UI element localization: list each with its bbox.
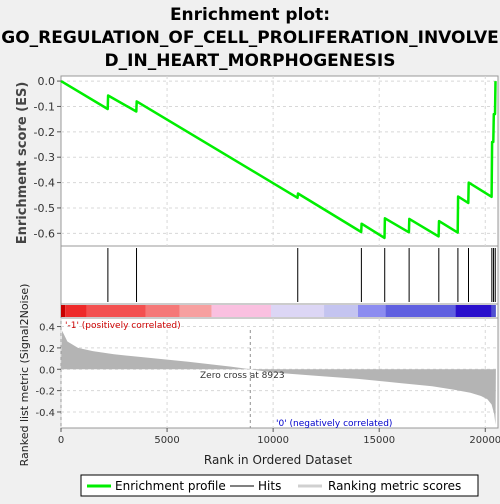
es-axis-label: Enrichment score (ES) [15,82,30,245]
title-line-2: GO_REGULATION_OF_CELL_PROLIFERATION_INVO… [1,28,499,48]
legend-box [80,474,479,497]
es-y-axis: 0.0 -0.1 -0.2 -0.3 -0.4 -0.5 -0.6 [34,75,61,240]
es-panel [60,75,499,247]
legend: Enrichment profile Hits Ranking metric s… [80,474,479,497]
metric-tick-label: 0.0 [39,365,55,376]
legend-metric-label: Ranking metric scores [328,479,461,493]
legend-hits-label: Hits [258,479,281,493]
enrichment-line-group [60,80,497,240]
es-gridlines [61,76,498,246]
x-tick-label: 15000 [363,435,395,446]
colorbar-segment [357,305,386,317]
metric-tick-label: -0.2 [35,387,55,398]
colorbar-segment [324,305,358,317]
colorbar-group [61,305,496,317]
x-tick-label: 5000 [154,435,179,446]
zero-cross-label: Zero cross at 8923 [200,371,285,381]
hits-group [107,248,496,302]
colorbar-segment [455,305,492,317]
positive-correlation-label: '-1' (positively correlated) [65,321,181,331]
metric-tick-label: 0.2 [39,344,55,355]
es-tick-label: -0.2 [34,126,55,139]
x-axis: 0 5000 10000 15000 20000 [58,428,500,446]
colorbar-segment [211,305,272,317]
colorbar-segment [61,305,66,317]
colorbar-segment [385,305,456,317]
metric-area-group [61,330,496,428]
metric-tick-label: -0.4 [35,408,55,419]
metric-axis-label: Ranked list metric (Signal2Noise) [18,284,31,467]
title-line-3: D_IN_HEART_MORPHOGENESIS [105,51,396,71]
x-tick-label: 10000 [257,435,289,446]
colorbar-segment [86,305,146,317]
colorbar-segment [65,305,87,317]
metric-y-axis: 0.4 0.2 0.0 -0.2 -0.4 [35,323,61,419]
es-tick-label: -0.1 [34,100,55,113]
enrichment-profile-line [60,80,497,240]
legend-enrichment-label: Enrichment profile [115,479,226,493]
x-tick-label: 0 [58,435,64,446]
colorbar-segment [145,305,180,317]
title-line-1: Enrichment plot: [170,5,330,25]
metric-tick-label: 0.4 [39,323,55,334]
es-tick-label: 0.0 [38,75,56,88]
negative-correlation-label: '0' (negatively correlated) [276,419,392,429]
es-tick-label: -0.6 [34,227,55,240]
es-tick-label: -0.3 [34,151,55,164]
x-axis-label: Rank in Ordered Dataset [204,453,352,467]
hits-panel [60,245,499,305]
es-tick-label: -0.5 [34,202,55,215]
colorbar-segment [271,305,325,317]
x-tick-label: 20000 [469,435,500,446]
colorbar-segment [179,305,212,317]
es-tick-label: -0.4 [34,177,55,190]
colorbar-segment [491,305,496,317]
ranking-metric-area [61,330,496,425]
